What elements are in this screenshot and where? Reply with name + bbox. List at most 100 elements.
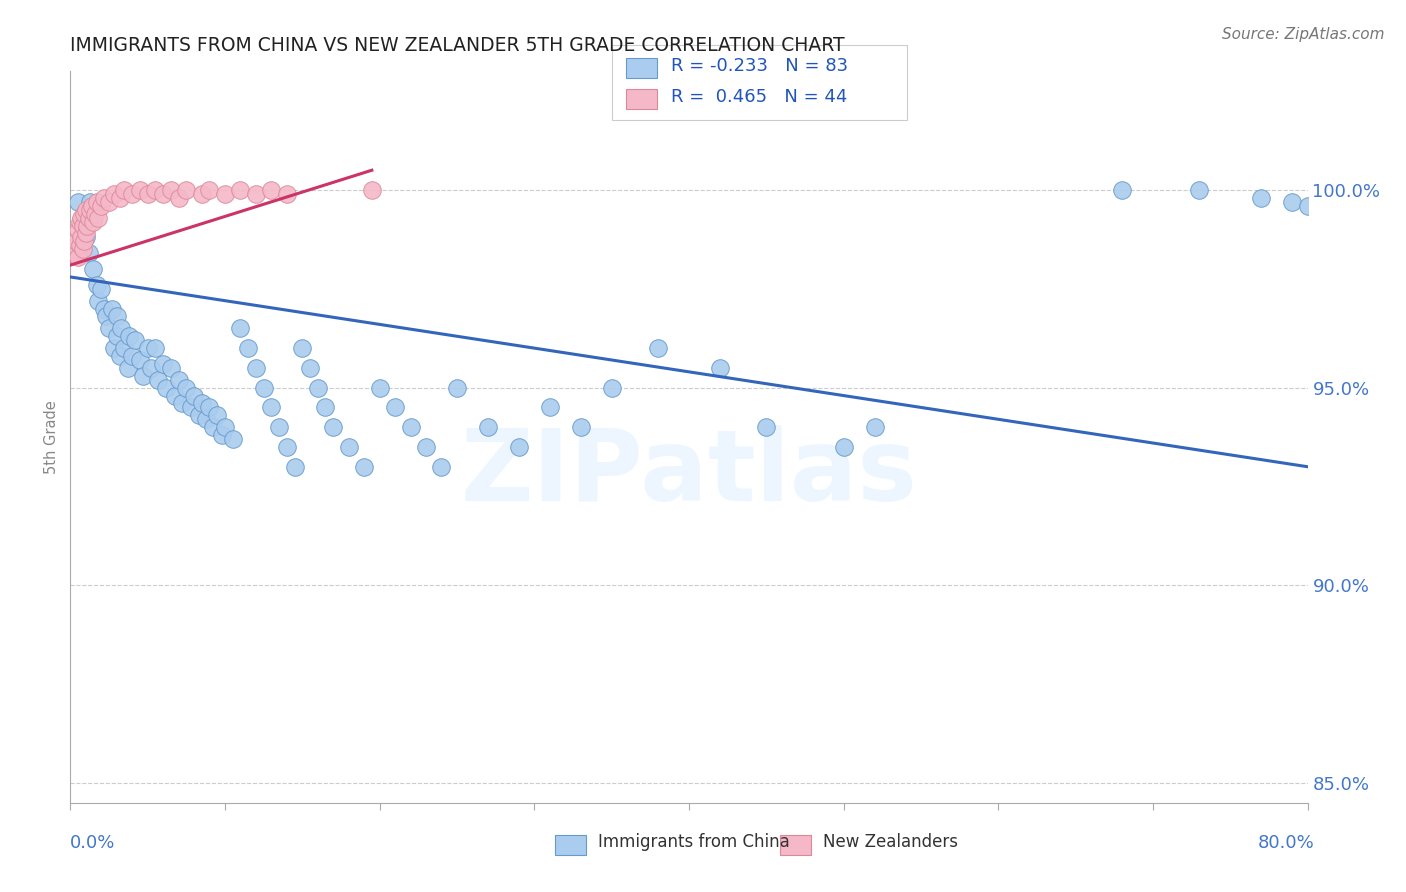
Point — [214, 186, 236, 201]
Text: ZIPatlas: ZIPatlas — [461, 425, 917, 522]
Point — [245, 360, 267, 375]
Point — [145, 341, 166, 355]
Point — [90, 199, 112, 213]
Point — [198, 401, 221, 415]
Text: Source: ZipAtlas.com: Source: ZipAtlas.com — [1222, 27, 1385, 42]
Point — [755, 420, 778, 434]
Point — [87, 293, 110, 308]
Point — [132, 368, 155, 383]
Point — [94, 310, 117, 324]
Point — [76, 219, 98, 233]
Point — [82, 214, 105, 228]
Point — [121, 186, 143, 201]
Point — [191, 396, 214, 410]
Point — [183, 388, 205, 402]
Point — [160, 183, 183, 197]
Point — [245, 186, 267, 201]
Point — [238, 341, 260, 355]
Point — [863, 420, 886, 434]
Point — [195, 412, 218, 426]
Point — [103, 341, 125, 355]
Point — [63, 246, 86, 260]
Point — [211, 428, 233, 442]
Point — [77, 211, 100, 225]
Point — [86, 277, 108, 292]
Point — [201, 420, 224, 434]
Point — [260, 183, 283, 197]
Point — [84, 207, 107, 221]
Y-axis label: 5th Grade: 5th Grade — [44, 401, 59, 474]
Point — [160, 360, 183, 375]
Point — [337, 440, 360, 454]
Point — [276, 186, 298, 201]
Point — [93, 191, 115, 205]
Point — [1250, 191, 1272, 205]
Point — [155, 381, 177, 395]
Point — [79, 202, 101, 217]
Text: Immigrants from China: Immigrants from China — [598, 833, 789, 851]
Point — [198, 183, 221, 197]
Point — [117, 360, 139, 375]
Point — [187, 409, 209, 423]
Text: R = -0.233   N = 83: R = -0.233 N = 83 — [671, 57, 848, 75]
Point — [229, 321, 252, 335]
Point — [260, 401, 283, 415]
Point — [86, 194, 108, 209]
Point — [399, 420, 422, 434]
Point — [70, 211, 93, 225]
Point — [121, 349, 143, 363]
Point — [353, 459, 375, 474]
Point — [79, 194, 101, 209]
Point — [70, 230, 93, 244]
Point — [124, 333, 146, 347]
Text: 80.0%: 80.0% — [1258, 834, 1315, 852]
Text: IMMIGRANTS FROM CHINA VS NEW ZEALANDER 5TH GRADE CORRELATION CHART: IMMIGRANTS FROM CHINA VS NEW ZEALANDER 5… — [70, 36, 845, 54]
Point — [69, 214, 91, 228]
Point — [77, 246, 100, 260]
Point — [214, 420, 236, 434]
Point — [108, 191, 131, 205]
Point — [105, 310, 128, 324]
Point — [1188, 183, 1211, 197]
Point — [832, 440, 855, 454]
Point — [165, 388, 187, 402]
Point — [600, 381, 623, 395]
Point — [368, 381, 391, 395]
Point — [167, 191, 190, 205]
Point — [67, 194, 90, 209]
Point — [114, 341, 135, 355]
Point — [87, 211, 110, 225]
Point — [148, 373, 170, 387]
Point — [174, 183, 197, 197]
Text: R =  0.465   N = 44: R = 0.465 N = 44 — [671, 88, 846, 106]
Point — [569, 420, 592, 434]
Point — [152, 357, 174, 371]
Point — [82, 262, 105, 277]
Point — [170, 396, 193, 410]
Point — [1296, 199, 1319, 213]
Point — [322, 420, 344, 434]
Point — [415, 440, 437, 454]
Point — [361, 183, 384, 197]
Point — [75, 230, 97, 244]
Point — [315, 401, 337, 415]
Point — [67, 222, 90, 236]
Point — [72, 214, 94, 228]
Point — [538, 401, 561, 415]
Point — [72, 242, 94, 256]
Point — [508, 440, 530, 454]
Point — [1111, 183, 1133, 197]
Point — [269, 420, 291, 434]
Point — [174, 381, 197, 395]
Point — [477, 420, 499, 434]
Point — [136, 186, 159, 201]
Point — [1281, 194, 1303, 209]
Point — [229, 183, 252, 197]
Point — [276, 440, 298, 454]
Text: 0.0%: 0.0% — [70, 834, 115, 852]
Point — [103, 186, 125, 201]
Point — [139, 360, 162, 375]
Point — [180, 401, 202, 415]
Point — [73, 207, 96, 221]
Point — [75, 227, 97, 241]
